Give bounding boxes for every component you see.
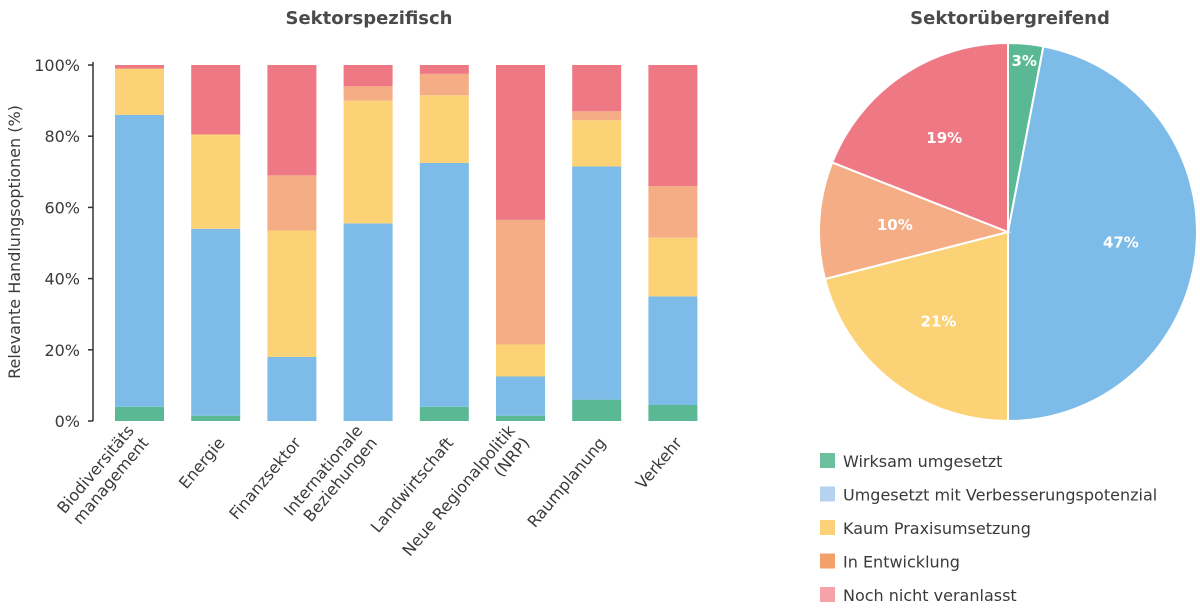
bar-segment — [496, 415, 545, 421]
pie-slice-label: 19% — [926, 129, 962, 147]
pie-slices — [818, 41, 1199, 423]
y-tick-label: 60% — [44, 198, 80, 217]
bar-segment — [115, 65, 164, 69]
category-label: Raumplanung — [524, 434, 610, 531]
bar-segment — [419, 65, 469, 74]
bar-chart-title: Sektorspezifisch — [286, 8, 453, 29]
pie-chart: Sektorübergreifend 3% 47% 21% 10% 19% — [818, 8, 1199, 423]
bar-segment — [648, 237, 698, 297]
bar-segment — [648, 296, 698, 405]
bar-segment — [343, 223, 393, 421]
legend-swatch — [820, 520, 835, 535]
legend-item: Umgesetzt mit Verbesserungspotenzial — [820, 486, 1157, 505]
bar-segment — [419, 162, 469, 407]
legend-swatch — [820, 453, 835, 468]
pie-slice — [823, 230, 1009, 423]
bar-segment — [343, 100, 393, 224]
bar-segment — [648, 404, 698, 421]
legend-swatch — [820, 553, 835, 569]
bar-segment — [496, 65, 545, 220]
bar-segment — [191, 228, 241, 416]
bar-segment — [419, 406, 469, 421]
legend-label: Umgesetzt mit Verbesserungspotenzial — [843, 486, 1157, 505]
y-tick-label: 20% — [44, 341, 80, 360]
legend-item: Wirksam umgesetzt — [820, 452, 1002, 471]
bar-segment — [496, 376, 545, 416]
bar-segment — [572, 111, 622, 121]
pie-slice — [830, 41, 1009, 234]
bar-segment — [419, 73, 469, 96]
y-tick-label: 0% — [55, 412, 80, 431]
y-axis-ticks: 0% 20% 40% 60% 80% 100% — [34, 56, 93, 431]
category-label: Neue Regionalpolitik(NRP) — [398, 421, 533, 560]
category-label: Energie — [175, 434, 229, 493]
pie-slice-label: 47% — [1103, 234, 1139, 252]
category-label-line: Raumplanung — [524, 434, 610, 531]
bar-segment — [572, 399, 622, 421]
bar-segment — [267, 230, 317, 357]
legend-label: Wirksam umgesetzt — [843, 452, 1002, 471]
bar-segment — [267, 175, 317, 231]
y-tick-label: 40% — [44, 270, 80, 289]
pie-slice — [818, 161, 1012, 281]
legend-swatch — [820, 486, 835, 502]
bar-segment — [419, 95, 469, 163]
category-label-line: Energie — [175, 434, 229, 493]
bar-segment — [496, 219, 545, 345]
bar-segment — [343, 65, 393, 87]
legend-swatch — [820, 587, 835, 602]
bar-segment — [572, 120, 622, 167]
legend-label: Kaum Praxisumsetzung — [843, 519, 1031, 538]
bar-segment — [648, 186, 698, 238]
bar-segment — [191, 415, 241, 421]
bar-segment — [572, 166, 622, 400]
y-tick-label: 80% — [44, 127, 80, 146]
bar-segment — [115, 114, 164, 407]
bar-segment — [343, 86, 393, 101]
y-tick-label: 100% — [34, 56, 80, 75]
pie-slice — [1007, 45, 1199, 423]
bar-segment — [572, 65, 622, 112]
bar-segment — [191, 134, 241, 229]
bar-segment — [267, 356, 317, 421]
bar-segment — [191, 65, 241, 135]
legend-item: Kaum Praxisumsetzung — [820, 519, 1031, 538]
legend-item: Noch nicht veranlasst — [820, 586, 1017, 605]
pie-labels: 3% 47% 21% 10% 19% — [877, 52, 1139, 331]
bar-chart: Sektorspezifisch Relevante Handlungsopti… — [5, 8, 698, 560]
bar-segment — [267, 65, 317, 176]
pie-slice-label: 3% — [1011, 52, 1036, 70]
bar-segment — [648, 65, 698, 187]
bar-segment — [115, 68, 164, 115]
legend-item: In Entwicklung — [820, 553, 960, 572]
y-axis-label: Relevante Handlungsoptionen (%) — [5, 105, 24, 379]
bars — [115, 65, 698, 421]
legend: Wirksam umgesetzt Umgesetzt mit Verbesser… — [820, 452, 1157, 605]
bar-segment — [496, 344, 545, 377]
legend-label: Noch nicht veranlasst — [843, 586, 1017, 605]
pie-slice-label: 10% — [877, 216, 913, 234]
category-label-line: Verkehr — [632, 433, 686, 493]
category-label: Verkehr — [632, 433, 686, 493]
legend-label: In Entwicklung — [843, 553, 960, 572]
pie-chart-title: Sektorübergreifend — [910, 8, 1110, 29]
pie-slice-label: 21% — [921, 313, 957, 331]
bar-segment — [115, 406, 164, 421]
